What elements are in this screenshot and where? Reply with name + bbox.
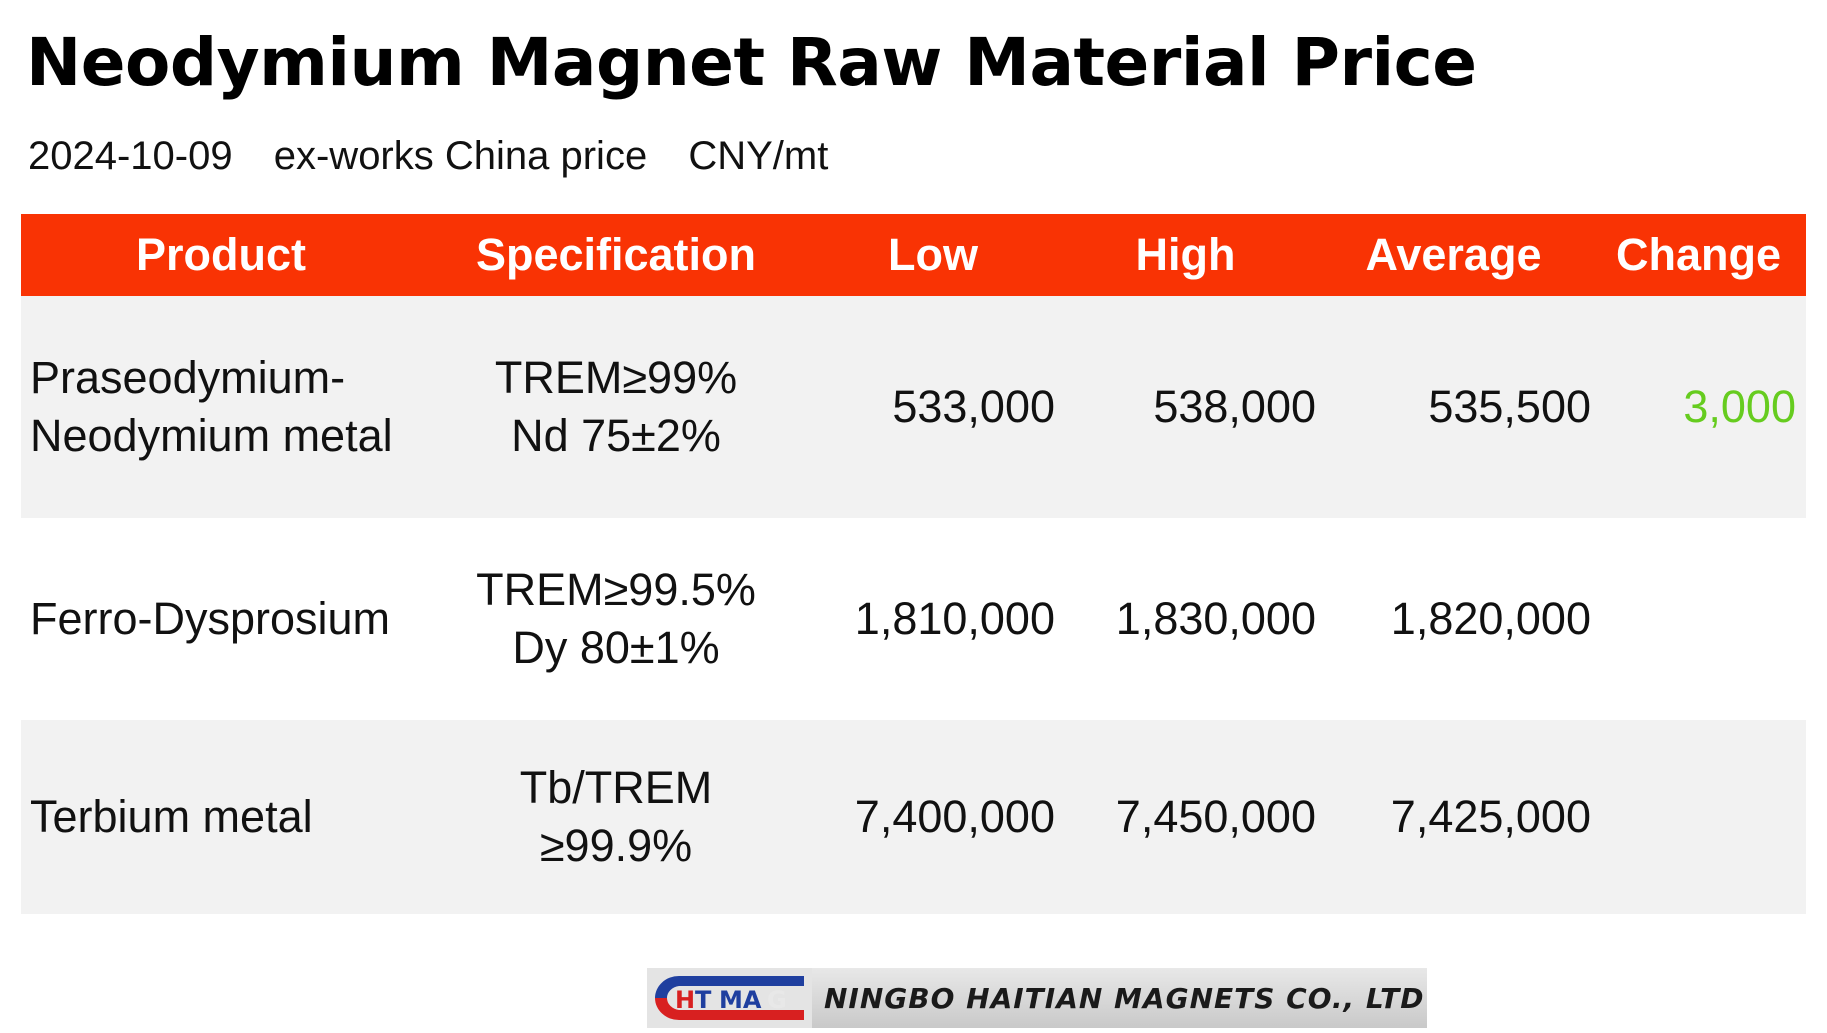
change-cell: 3,000 (1683, 381, 1796, 432)
specification-cell: TREM≥99.5% Dy 80±1% (421, 561, 811, 677)
price-table: Product Specification Low High Average C… (21, 214, 1806, 914)
htmag-logo-icon: H T MA G (647, 968, 812, 1028)
company-name: NINGBO HAITIAN MAGNETS CO., LTD (824, 981, 1425, 1015)
spec-line: TREM≥99.5% (476, 564, 756, 615)
low-price-cell: 1,810,000 (854, 593, 1055, 644)
spec-line: Nd 75±2% (511, 410, 721, 461)
spec-line: Dy 80±1% (512, 622, 720, 673)
product-name-line: Neodymium metal (30, 410, 393, 461)
low-price-cell: 7,400,000 (854, 791, 1055, 842)
high-price-cell: 538,000 (1153, 381, 1316, 432)
table-row: Terbium metal Tb/TREM ≥99.9% 7,400,000 7… (21, 720, 1806, 914)
svg-text:G: G (767, 986, 787, 1014)
header-high: High (1135, 229, 1236, 280)
product-cell: Ferro-Dysprosium (21, 590, 421, 648)
average-price-cell: 7,425,000 (1390, 791, 1591, 842)
header-specification: Specification (475, 229, 757, 280)
low-price-cell: 533,000 (892, 381, 1055, 432)
page-title: Neodymium Magnet Raw Material Price (26, 24, 1477, 101)
header-low: Low (888, 229, 978, 280)
price-date: 2024-10-09 (28, 134, 233, 178)
product-cell: Praseodymium- Neodymium metal (21, 349, 421, 465)
subtitle: 2024-10-09 ex-works China price CNY/mt (28, 134, 858, 179)
spec-line: ≥99.9% (539, 820, 693, 871)
high-price-cell: 7,450,000 (1115, 791, 1316, 842)
table-row: Ferro-Dysprosium TREM≥99.5% Dy 80±1% 1,8… (21, 518, 1806, 720)
svg-text:T: T (695, 986, 712, 1014)
price-basis: ex-works China price (273, 134, 648, 178)
specification-cell: TREM≥99% Nd 75±2% (421, 349, 811, 465)
table-header: Product Specification Low High Average C… (21, 214, 1806, 296)
table-row: Praseodymium- Neodymium metal TREM≥99% N… (21, 296, 1806, 518)
spec-line: TREM≥99% (494, 352, 738, 403)
price-unit: CNY/mt (688, 134, 829, 178)
spec-line: Tb/TREM (519, 762, 713, 813)
product-cell: Terbium metal (21, 788, 421, 846)
specification-cell: Tb/TREM ≥99.9% (421, 759, 811, 875)
average-price-cell: 1,820,000 (1390, 593, 1591, 644)
company-logo: H T MA G NINGBO HAITIAN MAGNETS CO., LTD (647, 968, 1427, 1028)
header-product: Product (135, 229, 306, 280)
header-change: Change (1615, 229, 1781, 280)
product-name-line: Terbium metal (30, 791, 313, 842)
high-price-cell: 1,830,000 (1115, 593, 1316, 644)
svg-text:MA: MA (719, 986, 762, 1014)
average-price-cell: 535,500 (1428, 381, 1591, 432)
header-average: Average (1365, 229, 1542, 280)
product-name-line: Ferro-Dysprosium (30, 593, 391, 644)
svg-text:H: H (675, 986, 695, 1014)
product-name-line: Praseodymium- (30, 352, 346, 403)
